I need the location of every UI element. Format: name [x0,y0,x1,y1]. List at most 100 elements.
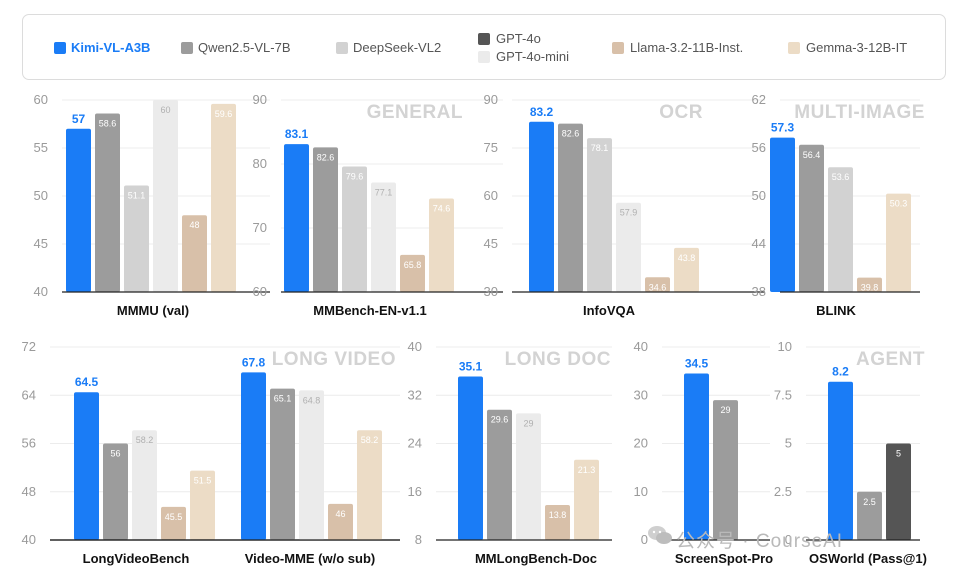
mmlongbench-doc-bar-kimi-vl-a3b [458,376,483,540]
infovqa-value-label-llama-3-2-11b-inst: 34.6 [649,282,667,292]
video-mme-w-o-sub-value-label-qwen2-5-vl-7b: 65.1 [274,394,292,404]
screenspot-pro-chart-title: ScreenSpot-Pro [675,551,773,566]
osworld-pass-1-category-tag: AGENT [856,349,925,370]
mmbench-en-v1-1-value-label-llama-3-2-11b-inst: 65.8 [404,260,422,270]
mmmu-val-ytick-label: 45 [34,236,48,251]
longvideobench-ytick-label: 48 [22,484,36,499]
mmlongbench-doc-bar-qwen2-5-vl-7b [487,409,512,540]
legend-swatch-qwen [181,42,193,54]
infovqa-bar-gemma-3-12b-it [674,247,699,292]
blink-ytick-label: 62 [752,92,766,107]
mmlongbench-doc-value-label-llama-3-2-11b-inst: 13.8 [549,510,567,520]
legend-label-gpt4omini: GPT-4o-mini [496,49,569,64]
osworld-pass-1-value-label-gpt-4o: 5 [896,449,901,459]
blink-value-label-kimi-vl-a3b: 57.3 [771,121,795,135]
blink-bar-kimi-vl-a3b [770,137,795,292]
video-mme-w-o-sub-value-label-llama-3-2-11b-inst: 46 [335,509,345,519]
mmlongbench-doc-ytick-label: 32 [408,387,422,402]
osworld-pass-1-chart-title: OSWorld (Pass@1) [809,551,927,566]
infovqa-value-label-qwen2-5-vl-7b: 82.6 [562,129,580,139]
longvideobench-bar-gpt-4o-mini [132,430,157,540]
screenspot-pro-ytick-label: 40 [634,339,648,354]
watermark: 公众号 · CourseAI [676,531,844,552]
mmmu-val-value-label-gpt-4o-mini: 60 [160,105,170,115]
osworld-pass-1-ytick-label: 2.5 [774,484,792,499]
mmmu-val-bar-gpt-4o-mini [153,100,178,292]
mmmu-val-value-label-llama-3-2-11b-inst: 48 [189,220,199,230]
mmlongbench-doc-value-label-gemma-3-12b-it: 21.3 [578,465,596,475]
infovqa-bar-llama-3-2-11b-inst [645,277,670,292]
blink-ytick-label: 38 [752,284,766,299]
mmbench-en-v1-1-value-label-kimi-vl-a3b: 83.1 [285,127,309,141]
longvideobench-ytick-label: 56 [22,436,36,451]
mmmu-val-bar-gemma-3-12b-it [211,103,236,292]
mmlongbench-doc-bar-gpt-4o-mini [516,413,541,540]
mmbench-en-v1-1-value-label-deepseek-vl2: 79.6 [346,172,364,182]
legend-label-llama: Llama-3.2-11B-Inst. [630,40,744,55]
osworld-pass-1-ytick-label: 7.5 [774,387,792,402]
infovqa-bar-qwen2-5-vl-7b [558,123,583,293]
video-mme-w-o-sub-bar-qwen2-5-vl-7b [270,388,295,540]
blink-category-tag: MULTI-IMAGE [794,102,925,123]
mmbench-en-v1-1-value-label-gpt-4o-mini: 77.1 [375,188,393,198]
infovqa-ytick-label: 60 [484,188,498,203]
osworld-pass-1-value-label-kimi-vl-a3b: 8.2 [832,365,849,379]
longvideobench-value-label-llama-3-2-11b-inst: 45.5 [165,512,183,522]
mmlongbench-doc-bar-llama-3-2-11b-inst [545,505,570,540]
osworld-pass-1-value-label-qwen2-5-vl-7b: 2.5 [863,497,876,507]
osworld-pass-1-ytick-label: 0 [785,532,792,547]
osworld-pass-1-bar-kimi-vl-a3b [828,381,853,540]
mmbench-en-v1-1-ytick-label: 90 [253,92,267,107]
blink-bar-llama-3-2-11b-inst [857,277,882,292]
mmmu-val-bar-llama-3-2-11b-inst [182,215,207,292]
mmbench-en-v1-1-value-label-qwen2-5-vl-7b: 82.6 [317,152,335,162]
blink-chart-title: BLINK [816,303,856,318]
infovqa-ytick-label: 45 [484,236,498,251]
infovqa-ytick-label: 30 [484,284,498,299]
mmlongbench-doc-ytick-label: 16 [408,484,422,499]
mmmu-val-bar-qwen2-5-vl-7b [95,113,120,292]
longvideobench-value-label-gemma-3-12b-it: 51.5 [194,476,212,486]
mmbench-en-v1-1-bar-gemma-3-12b-it [429,198,454,292]
screenspot-pro-value-label-kimi-vl-a3b: 34.5 [685,357,709,371]
legend-label-kimi: Kimi-VL-A3B [71,40,151,55]
mmmu-val-value-label-kimi-vl-a3b: 57 [72,112,86,126]
video-mme-w-o-sub-bar-gemma-3-12b-it [357,430,382,540]
screenspot-pro-value-label-qwen2-5-vl-7b: 29 [720,405,730,415]
mmmu-val-ytick-label: 55 [34,140,48,155]
infovqa-bar-gpt-4o-mini [616,202,641,292]
mmlongbench-doc-bar-gemma-3-12b-it [574,459,599,540]
longvideobench-chart-title: LongVideoBench [83,551,190,566]
screenspot-pro-ytick-label: 20 [634,436,648,451]
infovqa-value-label-gpt-4o-mini: 57.9 [620,208,638,218]
screenspot-pro-ytick-label: 30 [634,387,648,402]
longvideobench-ytick-label: 40 [22,532,36,547]
mmmu-val-bar-deepseek-vl2 [124,185,149,292]
mmmu-val-ytick-label: 50 [34,188,48,203]
legend-swatch-gpt4omini [478,51,490,63]
blink-value-label-gemma-3-12b-it: 50.3 [890,199,908,209]
video-mme-w-o-sub-value-label-gemma-3-12b-it: 58.2 [361,435,379,445]
mmmu-val-ytick-label: 40 [34,284,48,299]
legend-label-deepseek: DeepSeek-VL2 [353,40,442,55]
longvideobench-bar-gemma-3-12b-it [190,470,215,540]
mmlongbench-doc-category-tag: LONG DOC [505,349,611,370]
legend-swatch-kimi [54,42,66,54]
mmlongbench-doc-ytick-label: 40 [408,339,422,354]
mmbench-en-v1-1-bar-kimi-vl-a3b [284,144,309,292]
screenspot-pro-ytick-label: 0 [641,532,648,547]
mmbench-en-v1-1-bar-qwen2-5-vl-7b [313,147,338,292]
screenspot-pro-ytick-label: 10 [634,484,648,499]
legend-label-gemma: Gemma-3-12B-IT [806,40,908,55]
legend-swatch-deepseek [336,42,348,54]
blink-bar-gemma-3-12b-it [886,193,911,292]
mmbench-en-v1-1-value-label-gemma-3-12b-it: 74.6 [433,204,451,214]
mmlongbench-doc-value-label-gpt-4o-mini: 29 [523,418,533,428]
legend-swatch-gpt4o [478,33,490,45]
legend-swatch-gemma [788,42,800,54]
legend-label-gpt4o: GPT-4o [496,31,541,46]
mmmu-val-bar-kimi-vl-a3b [66,128,91,292]
video-mme-w-o-sub-category-tag: LONG VIDEO [272,349,396,370]
mmlongbench-doc-chart-title: MMLongBench-Doc [475,551,597,566]
